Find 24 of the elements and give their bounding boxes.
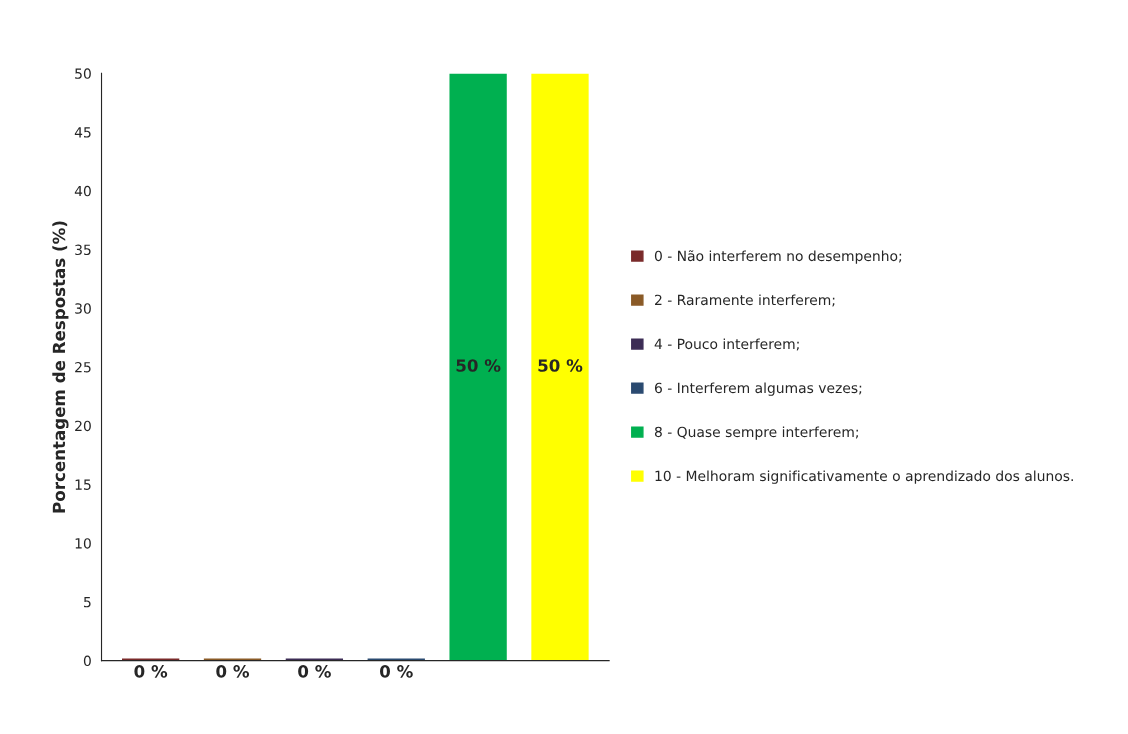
y-tick-label: 5 xyxy=(84,597,91,608)
legend-label: 0 - Não interferem no desempenho; xyxy=(654,250,902,264)
legend-label: 6 - Interferem algumas vezes; xyxy=(654,382,862,396)
data-label: 0 % xyxy=(134,665,168,678)
data-label: 50 % xyxy=(456,359,501,372)
y-tick-label: 10 xyxy=(75,538,91,549)
y-tick-label: 25 xyxy=(75,361,91,373)
y-tick-label: 15 xyxy=(75,479,91,490)
y-tick-label: 0 xyxy=(83,655,91,667)
y-tick-label: 50 xyxy=(75,68,91,79)
data-label: 0 % xyxy=(216,665,250,678)
y-axis-title: Porcentagem de Respostas (%) xyxy=(52,221,69,513)
y-tick-label: 45 xyxy=(74,127,91,138)
y-tick-label: 40 xyxy=(74,185,91,197)
legend-label: 10 - Melhoram significativamente o aprendizado dos alunos. xyxy=(655,470,1073,484)
data-label: 50 % xyxy=(538,359,583,372)
legend-label: 2 - Raramente interferem; xyxy=(655,294,835,307)
y-tick-label: 20 xyxy=(75,420,91,432)
data-label: 0 % xyxy=(380,665,413,678)
y-tick-label: 35 xyxy=(75,244,91,256)
legend-label: 8 - Quase sempre interferem; xyxy=(654,426,858,440)
data-label: 0 % xyxy=(298,665,331,678)
y-tick-label: 30 xyxy=(75,303,91,314)
legend-label: 4 - Pouco interferem; xyxy=(654,338,799,351)
